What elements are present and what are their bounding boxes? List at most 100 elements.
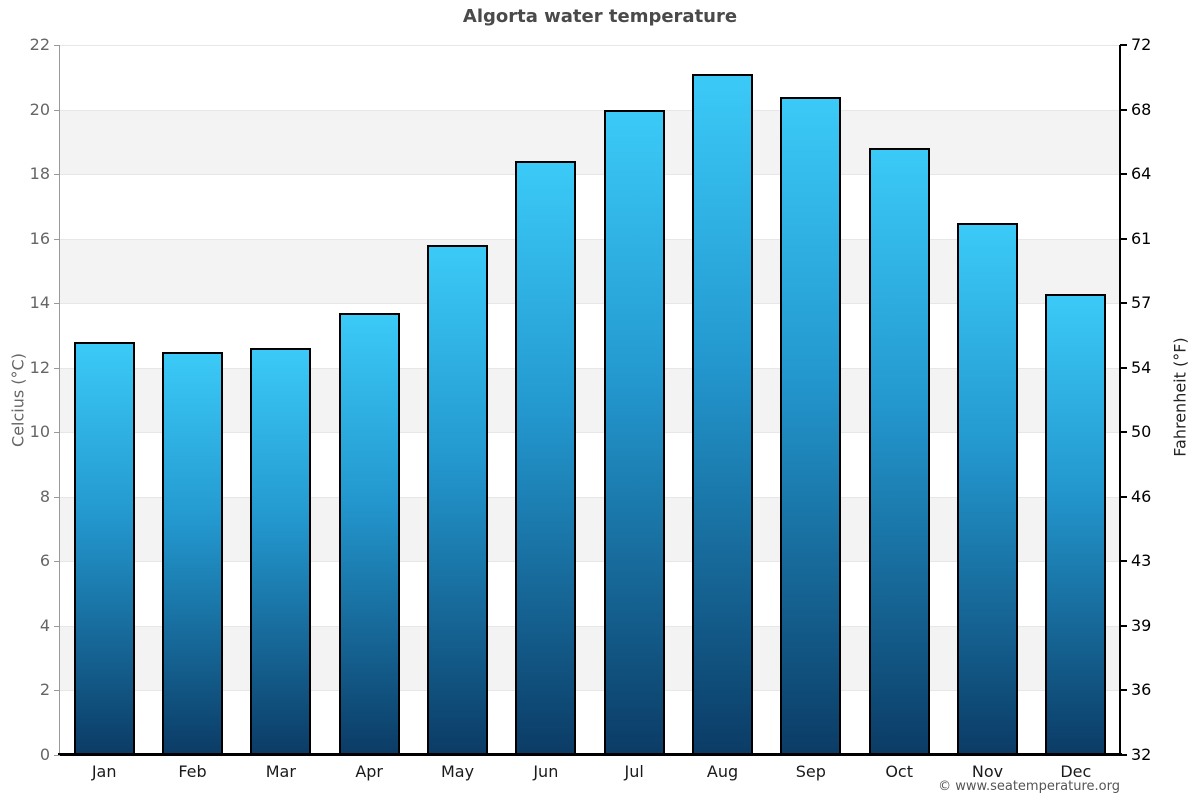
bar-feb[interactable]	[162, 351, 223, 755]
y-tick-mark-right	[1120, 302, 1127, 305]
bar-oct[interactable]	[868, 148, 930, 755]
y-tick-label-fahrenheit: 39	[1131, 615, 1152, 635]
y-tick-mark-left	[54, 625, 60, 627]
grid-band	[60, 432, 1120, 497]
x-tick-label-jul: Jul	[624, 762, 644, 781]
y-tick-mark-right	[1120, 754, 1127, 756]
bar-sep[interactable]	[780, 96, 842, 755]
y-tick-label-celsius: 4	[39, 615, 50, 635]
footer-credit-link[interactable]: © www.seatemperature.org	[938, 779, 1120, 794]
x-tick-label-aug: Aug	[706, 762, 739, 781]
x-axis-line	[58, 753, 1122, 756]
gridline	[60, 109, 1120, 111]
grid-band	[60, 238, 1120, 304]
y-tick-label-fahrenheit: 36	[1131, 680, 1152, 700]
grid-band	[60, 303, 1120, 368]
x-tick-label-jun: Jun	[533, 762, 559, 781]
y-tick-mark-right	[1120, 44, 1127, 46]
bar-dec[interactable]	[1045, 293, 1107, 755]
y-axis-title-fahrenheit: Fahrenheit (°F)	[1170, 337, 1190, 457]
gridline	[60, 432, 1120, 434]
y-tick-mark-left	[54, 238, 60, 240]
y-tick-mark-right	[1120, 431, 1127, 434]
y-tick-mark-left	[54, 303, 60, 305]
bar-nov[interactable]	[957, 222, 1018, 755]
x-tick-label-apr: Apr	[355, 762, 383, 781]
y-tick-mark-left	[54, 432, 60, 434]
grid-band	[60, 690, 1120, 755]
bar-aug[interactable]	[692, 74, 753, 755]
y-tick-mark-left	[54, 367, 60, 369]
bar-apr[interactable]	[338, 312, 400, 755]
grid-band	[60, 496, 1120, 562]
y-tick-label-celsius: 0	[39, 745, 50, 764]
y-tick-label-fahrenheit: 57	[1131, 293, 1152, 313]
grid-band	[60, 625, 1120, 691]
y-tick-mark-right	[1120, 108, 1127, 111]
y-tick-label-fahrenheit: 68	[1131, 99, 1152, 119]
y-axis-line-right	[1119, 45, 1121, 755]
grid-band	[60, 367, 1120, 433]
gridline	[60, 303, 1120, 305]
bar-jan[interactable]	[73, 341, 135, 755]
bar-jul[interactable]	[603, 109, 665, 755]
grid-band	[60, 109, 1120, 175]
y-axis-title-celsius: Celcius (°C)	[8, 353, 28, 447]
y-tick-mark-left	[54, 174, 60, 176]
gridline	[60, 45, 1120, 46]
y-tick-mark-right	[1120, 495, 1127, 498]
y-tick-label-celsius: 12	[29, 357, 50, 377]
y-tick-label-celsius: 18	[29, 164, 50, 184]
y-tick-label-celsius: 22	[29, 35, 50, 54]
y-tick-label-fahrenheit: 72	[1131, 35, 1152, 54]
y-tick-mark-right	[1120, 237, 1127, 240]
y-tick-mark-left	[54, 109, 60, 111]
y-tick-label-fahrenheit: 54	[1131, 357, 1152, 377]
y-tick-label-fahrenheit: 32	[1131, 745, 1152, 764]
bar-mar[interactable]	[250, 348, 312, 755]
y-tick-label-fahrenheit: 64	[1131, 164, 1152, 184]
grid-band	[60, 45, 1120, 110]
y-tick-mark-left	[54, 496, 60, 498]
y-tick-mark-right	[1120, 366, 1127, 369]
plot-area	[60, 45, 1120, 755]
y-tick-label-fahrenheit: 50	[1131, 422, 1152, 442]
y-tick-mark-left	[54, 45, 60, 46]
gridline	[60, 496, 1120, 498]
gridline	[60, 690, 1120, 692]
bar-jun[interactable]	[515, 161, 577, 755]
x-tick-label-jan: Jan	[91, 762, 117, 781]
y-tick-label-celsius: 16	[29, 228, 50, 248]
y-tick-label-celsius: 2	[39, 680, 50, 700]
gridline	[60, 238, 1120, 240]
x-tick-label-mar: Mar	[265, 762, 296, 781]
y-tick-mark-left	[54, 690, 60, 692]
x-tick-label-nov: Nov	[971, 762, 1004, 781]
y-tick-mark-left	[54, 561, 60, 563]
gridline	[60, 561, 1120, 563]
gridline	[60, 367, 1120, 369]
y-tick-label-celsius: 20	[29, 99, 50, 119]
gridline	[60, 625, 1120, 627]
y-tick-mark-right	[1120, 173, 1127, 176]
y-tick-label-celsius: 10	[29, 422, 50, 442]
x-tick-label-sep: Sep	[795, 762, 826, 781]
bar-may[interactable]	[427, 245, 488, 755]
y-tick-label-celsius: 8	[39, 486, 50, 506]
chart-title: Algorta water temperature	[462, 6, 738, 27]
y-tick-label-fahrenheit: 46	[1131, 486, 1152, 506]
y-tick-label-celsius: 14	[29, 293, 50, 313]
x-tick-label-may: May	[440, 762, 475, 781]
y-tick-mark-right	[1120, 560, 1127, 563]
y-tick-mark-right	[1120, 624, 1127, 627]
y-axis-line-left	[59, 45, 60, 755]
x-tick-label-oct: Oct	[885, 762, 913, 781]
grid-band	[60, 561, 1120, 626]
y-tick-label-fahrenheit: 43	[1131, 551, 1152, 571]
gridline	[60, 174, 1120, 176]
y-tick-mark-right	[1120, 689, 1127, 692]
y-tick-label-celsius: 6	[39, 551, 50, 571]
x-tick-label-dec: Dec	[1060, 762, 1092, 781]
y-tick-label-fahrenheit: 61	[1131, 228, 1152, 248]
